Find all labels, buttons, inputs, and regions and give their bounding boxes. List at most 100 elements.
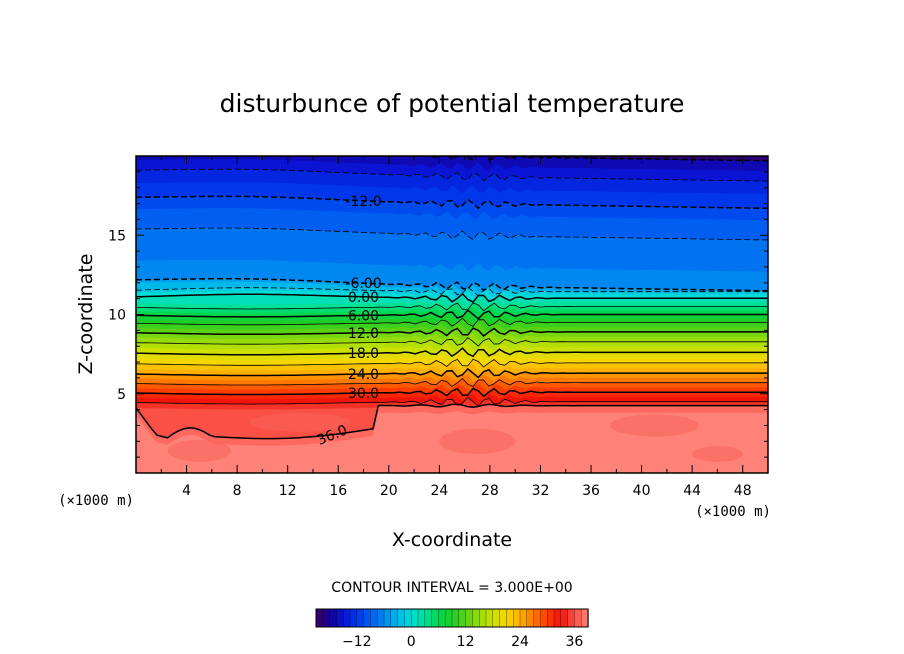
contour-line-36	[136, 403, 768, 440]
colorbar-cell	[431, 608, 440, 628]
x-tick-label: 32	[532, 483, 550, 499]
warm-blob-0	[167, 439, 231, 462]
y-axis-ticks: 5 10 15	[108, 171, 768, 458]
colorbar-cell	[513, 608, 521, 628]
x-tick-label: 8	[233, 483, 242, 499]
colorbar-cell	[581, 608, 589, 628]
plot-area	[136, 156, 768, 473]
contour-line--3	[136, 286, 768, 297]
contour-line-9	[136, 317, 768, 327]
colorbar-cell	[336, 608, 344, 628]
warm-anomalies	[167, 412, 743, 462]
colorbar-cell	[445, 608, 453, 628]
colorbar-cell	[363, 608, 372, 628]
contour-label: 30.0	[348, 386, 379, 402]
colorbar-cell	[315, 608, 324, 628]
colorbar-cell	[485, 608, 494, 628]
contour-label: 24.0	[348, 367, 379, 383]
x-axis-ticks: 4 8 12 16 20 24 28 32 36 40 44 48	[160, 156, 752, 499]
warm-blob-1	[249, 412, 351, 432]
x-tick-label: 20	[380, 483, 398, 499]
colorbar-cell	[438, 608, 446, 628]
colorbar-cell	[343, 608, 351, 628]
warm-blob-4	[692, 446, 743, 462]
colorbar-cell	[499, 608, 508, 628]
contour-line-24	[136, 367, 768, 379]
colorbar-ticks: −12 0 12 24 36	[342, 634, 583, 650]
colorbar-cell	[547, 608, 555, 628]
colorbar-cell	[492, 608, 501, 628]
warm-blob-2	[439, 428, 516, 454]
colorbar-cell	[377, 608, 385, 628]
colorbar-cell	[465, 608, 474, 628]
contour-label: 0.00	[348, 290, 379, 306]
colorbar-cell	[472, 608, 480, 628]
contour-label: 6.00	[348, 308, 379, 324]
colorbar-cell	[574, 608, 582, 628]
colorbar-cell	[506, 608, 514, 628]
x-tick-label: 12	[279, 483, 297, 499]
x-tick-label: 24	[430, 483, 448, 499]
colorbar-frame	[315, 608, 589, 628]
x-tick-label: 40	[633, 483, 651, 499]
colorbar-cell	[424, 608, 433, 628]
colorbar-cell	[519, 608, 528, 628]
colorbar-cell	[417, 608, 426, 628]
colorbar-cell	[411, 608, 419, 628]
warm-blob-3	[610, 414, 699, 437]
colorbar-cell	[560, 608, 569, 628]
contour-interval-text: CONTOUR INTERVAL = 3.000E+00	[331, 580, 572, 596]
colorbar-cell	[322, 608, 331, 628]
contour-line-27	[136, 377, 768, 388]
x-tick-label: 48	[734, 483, 752, 499]
contour-line-6	[136, 309, 768, 320]
colorbar-cell	[567, 608, 576, 628]
contour-line-33	[136, 396, 768, 407]
colorbar-cell	[451, 608, 460, 628]
colorbar-cell	[404, 608, 412, 628]
colorbar-cell	[390, 608, 399, 628]
contour-line-21	[136, 358, 768, 368]
contour-line-15	[136, 336, 768, 347]
colorbar-cell	[526, 608, 535, 628]
colorbar-cell	[553, 608, 562, 628]
y-tick-label: 5	[117, 387, 126, 403]
y-tick-label: 10	[108, 308, 126, 324]
x-tick-label: 36	[582, 483, 600, 499]
colorbar-tick-label: 12	[457, 634, 475, 650]
colorbar-cell	[349, 608, 358, 628]
colorbar-tick-label: 0	[407, 634, 416, 650]
x-unit-right: (×1000 m)	[695, 504, 771, 520]
contour-line-12	[136, 327, 768, 338]
contour-label: 18.0	[348, 346, 379, 362]
x-tick-label: 28	[481, 483, 499, 499]
colorbar-cell	[397, 608, 406, 628]
colorbar-tick-label: −12	[342, 634, 372, 650]
y-axis-label: Z-coordinate	[75, 254, 97, 375]
colorbar-cell	[533, 608, 542, 628]
colorbar-cell	[479, 608, 487, 628]
colorbar	[315, 608, 589, 628]
colorbar-cell	[356, 608, 365, 628]
contour-line-3	[136, 302, 768, 312]
colorbar-tick-label: 24	[511, 634, 529, 650]
contour-lines	[136, 156, 768, 440]
contour-label: -12.0	[345, 194, 381, 210]
colorbar-tick-label: 36	[565, 634, 583, 650]
contour-label: 12.0	[348, 326, 379, 342]
contour-line-18	[136, 347, 768, 358]
x-unit-left: (×1000 m)	[58, 493, 134, 509]
colorbar-cell	[458, 608, 467, 628]
colorbar-cell	[370, 608, 378, 628]
chart-title: disturbunce of potential temperature	[220, 89, 685, 118]
contour-line-30	[136, 387, 768, 398]
x-axis-label: X-coordinate	[392, 529, 512, 551]
x-tick-label: 16	[329, 483, 347, 499]
contour-line-0	[136, 292, 768, 304]
colorbar-cell	[383, 608, 392, 628]
contour-label: -6.00	[345, 276, 381, 292]
y-tick-label: 15	[108, 228, 126, 244]
x-tick-label: 4	[182, 483, 191, 499]
colorbar-cell	[329, 608, 338, 628]
